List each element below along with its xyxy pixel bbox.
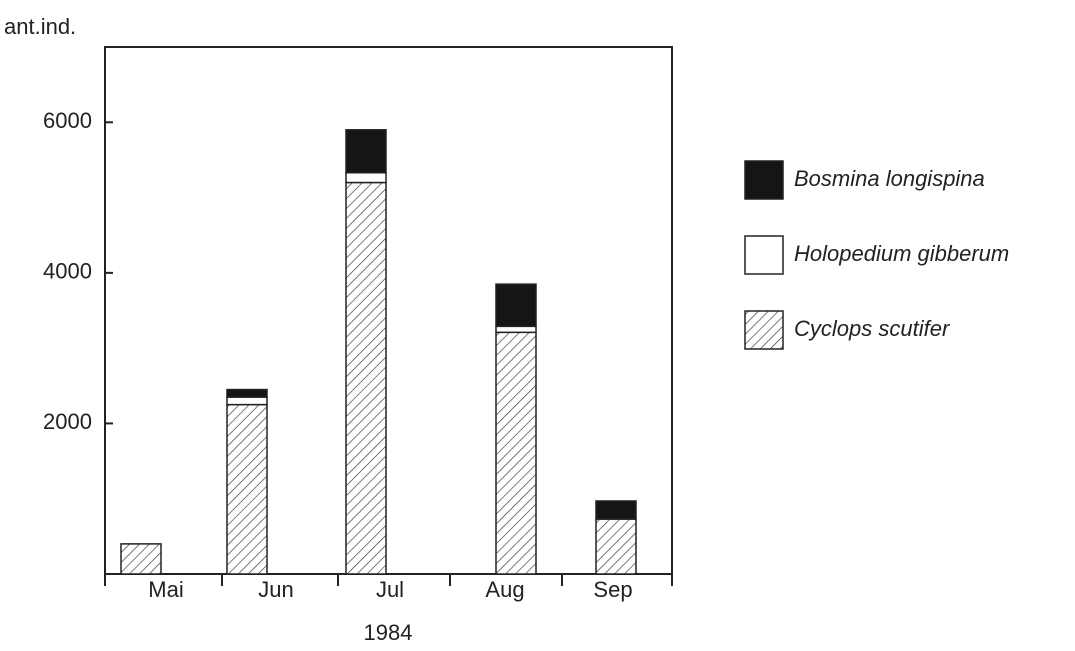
- legend-label: Holopedium gibberum: [794, 241, 1009, 266]
- bar-segment: [595, 518, 637, 575]
- legend-swatch: [744, 160, 784, 200]
- legend-label: Bosmina longispina: [794, 166, 985, 191]
- x-tick-label: Jun: [258, 577, 293, 602]
- y-tick-label: 2000: [43, 409, 92, 434]
- bar-segment: [345, 129, 387, 174]
- legend-swatch: [744, 235, 784, 275]
- bar-segment: [595, 500, 637, 520]
- bar-segment: [345, 181, 387, 575]
- bar-segment: [226, 396, 268, 406]
- bar-segment: [120, 543, 162, 575]
- y-tick-label: 6000: [43, 108, 92, 133]
- bar-segment: [226, 388, 268, 398]
- y-axis-label: ant.ind.: [4, 14, 76, 39]
- bar-segment: [495, 325, 537, 334]
- legend-label: Cyclops scutifer: [794, 316, 951, 341]
- x-tick-label: Aug: [485, 577, 524, 602]
- bar-segment: [345, 171, 387, 184]
- plot-frame: [104, 46, 673, 575]
- x-tick-label: Sep: [593, 577, 632, 602]
- y-tick-label: 4000: [43, 259, 92, 284]
- bar-segment: [226, 403, 268, 575]
- x-tick-label: Mai: [148, 577, 183, 602]
- bar-segment: [495, 331, 537, 575]
- x-tick-label: Jul: [376, 577, 404, 602]
- legend-swatch: [744, 310, 784, 350]
- bar-segment: [495, 283, 537, 328]
- x-axis-label: 1984: [364, 620, 413, 645]
